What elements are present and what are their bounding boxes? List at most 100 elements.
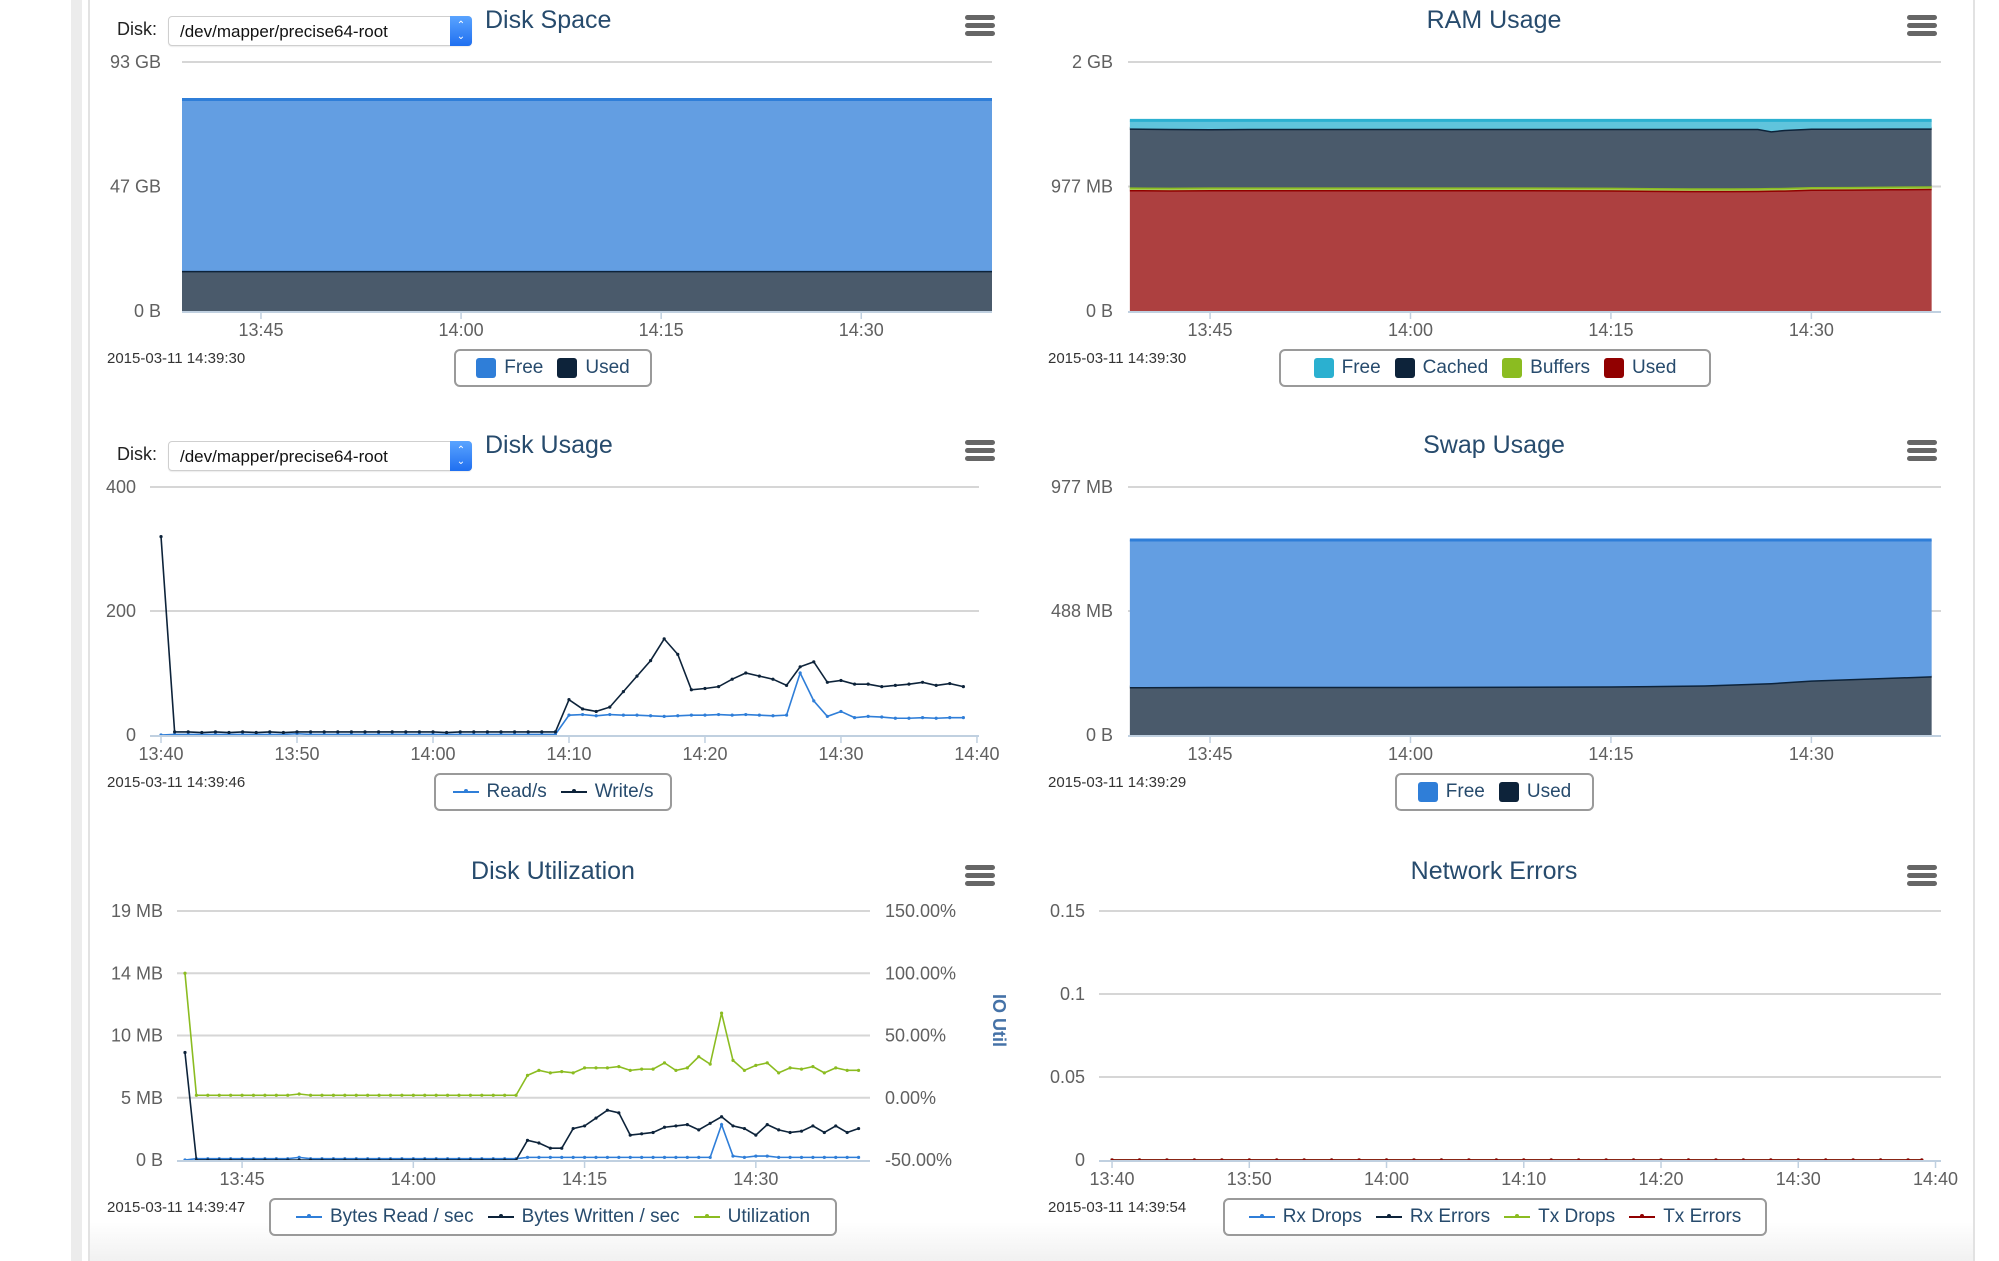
point-read-s[interactable] <box>839 709 843 714</box>
point-bytes-read-sec[interactable] <box>708 1155 712 1159</box>
disk-usage-menu-icon[interactable] <box>965 440 995 462</box>
point-read-s[interactable] <box>907 716 911 720</box>
point-bytes-written-sec[interactable] <box>503 1158 507 1161</box>
point-read-s[interactable] <box>241 732 245 736</box>
point-read-s[interactable] <box>893 716 897 720</box>
point-bytes-read-sec[interactable] <box>571 1155 575 1159</box>
point-utilization[interactable] <box>411 1093 415 1097</box>
point-read-s[interactable] <box>948 716 952 720</box>
point-bytes-written-sec[interactable] <box>560 1146 564 1150</box>
point-read-s[interactable] <box>377 732 381 736</box>
point-write-s[interactable] <box>744 671 748 675</box>
point-read-s[interactable] <box>880 715 884 719</box>
point-utilization[interactable] <box>856 1068 861 1072</box>
point-bytes-written-sec[interactable] <box>388 1158 393 1161</box>
point-bytes-written-sec[interactable] <box>251 1158 256 1161</box>
point-read-s[interactable] <box>920 716 925 720</box>
point-tx-errors[interactable] <box>1714 1158 1718 1161</box>
point-write-s[interactable] <box>635 674 639 678</box>
point-utilization[interactable] <box>468 1093 473 1097</box>
legend-item-cached[interactable]: Cached <box>1394 357 1488 379</box>
point-read-s[interactable] <box>567 713 571 717</box>
point-write-s[interactable] <box>812 660 816 664</box>
point-write-s[interactable] <box>322 730 326 734</box>
point-bytes-read-sec[interactable] <box>548 1155 552 1159</box>
point-bytes-read-sec[interactable] <box>799 1155 804 1159</box>
point-read-s[interactable] <box>526 732 530 736</box>
point-bytes-written-sec[interactable] <box>834 1124 838 1128</box>
point-bytes-written-sec[interactable] <box>685 1123 689 1127</box>
point-tx-errors[interactable] <box>1302 1158 1306 1161</box>
point-read-s[interactable] <box>213 732 218 736</box>
point-tx-errors[interactable] <box>1769 1158 1773 1161</box>
point-write-s[interactable] <box>512 730 517 734</box>
point-utilization[interactable] <box>251 1093 256 1097</box>
point-read-s[interactable] <box>608 712 612 717</box>
point-bytes-read-sec[interactable] <box>788 1155 792 1159</box>
legend-item-tx-errors[interactable]: Tx Errors <box>1629 1206 1741 1228</box>
point-utilization[interactable] <box>731 1058 735 1062</box>
point-tx-errors[interactable] <box>1522 1158 1526 1161</box>
point-utilization[interactable] <box>754 1063 758 1067</box>
disk-space-disk-select[interactable]: /dev/mapper/precise64-root ⌃ ⌄ <box>168 16 472 46</box>
point-tx-errors[interactable] <box>1192 1158 1196 1161</box>
point-utilization[interactable] <box>674 1068 678 1072</box>
point-utilization[interactable] <box>697 1055 701 1059</box>
point-read-s[interactable] <box>676 714 680 718</box>
point-write-s[interactable] <box>417 730 421 734</box>
legend-item-buffers[interactable]: Buffers <box>1502 357 1590 379</box>
point-bytes-read-sec[interactable] <box>856 1155 861 1159</box>
point-tx-errors[interactable] <box>1824 1158 1828 1161</box>
point-read-s[interactable] <box>540 732 544 736</box>
point-tx-errors[interactable] <box>1796 1158 1800 1161</box>
point-read-s[interactable] <box>621 713 625 717</box>
point-bytes-written-sec[interactable] <box>183 1050 187 1055</box>
point-bytes-read-sec[interactable] <box>765 1154 769 1158</box>
point-read-s[interactable] <box>268 732 272 736</box>
point-bytes-read-sec[interactable] <box>777 1155 781 1159</box>
legend-item-used[interactable]: Used <box>1604 357 1676 379</box>
point-utilization[interactable] <box>605 1066 610 1070</box>
point-write-s[interactable] <box>580 707 585 711</box>
legend-item-free[interactable]: Free <box>1417 781 1485 803</box>
point-utilization[interactable] <box>503 1093 507 1097</box>
point-write-s[interactable] <box>703 686 707 691</box>
point-bytes-read-sec[interactable] <box>674 1155 678 1159</box>
point-bytes-written-sec[interactable] <box>856 1126 861 1131</box>
point-bytes-written-sec[interactable] <box>217 1158 221 1161</box>
point-tx-errors[interactable] <box>1330 1158 1334 1161</box>
point-bytes-written-sec[interactable] <box>400 1158 404 1161</box>
point-utilization[interactable] <box>708 1062 712 1066</box>
point-write-s[interactable] <box>553 730 557 734</box>
point-write-s[interactable] <box>213 730 218 734</box>
point-tx-errors[interactable] <box>1549 1158 1553 1161</box>
point-utilization[interactable] <box>617 1065 621 1069</box>
point-tx-errors[interactable] <box>1906 1158 1910 1161</box>
point-write-s[interactable] <box>390 730 394 734</box>
point-tx-errors[interactable] <box>1275 1158 1279 1161</box>
point-utilization[interactable] <box>377 1093 381 1097</box>
point-tx-errors[interactable] <box>1631 1158 1636 1161</box>
legend-item-free[interactable]: Free <box>1313 357 1381 379</box>
point-utilization[interactable] <box>719 1011 724 1015</box>
point-tx-errors[interactable] <box>1879 1158 1883 1161</box>
disk-usage-disk-select[interactable]: /dev/mapper/precise64-root ⌃ ⌄ <box>168 441 472 471</box>
point-read-s[interactable] <box>961 716 965 720</box>
point-read-s[interactable] <box>458 732 462 736</box>
point-write-s[interactable] <box>349 730 354 734</box>
point-bytes-written-sec[interactable] <box>651 1130 655 1135</box>
point-tx-errors[interactable] <box>1412 1158 1416 1161</box>
point-bytes-read-sec[interactable] <box>754 1154 758 1158</box>
ram-usage-menu-icon[interactable] <box>1907 15 1937 37</box>
point-write-s[interactable] <box>295 730 299 734</box>
point-read-s[interactable] <box>336 732 340 736</box>
point-bytes-read-sec[interactable] <box>685 1155 689 1159</box>
point-bytes-written-sec[interactable] <box>343 1158 347 1161</box>
point-read-s[interactable] <box>648 714 653 718</box>
point-bytes-read-sec[interactable] <box>605 1155 610 1159</box>
point-write-s[interactable] <box>880 685 884 689</box>
point-utilization[interactable] <box>571 1071 575 1075</box>
point-read-s[interactable] <box>866 714 870 719</box>
point-tx-errors[interactable] <box>1247 1158 1251 1161</box>
legend-item-bytes-written-sec[interactable]: Bytes Written / sec <box>487 1206 680 1228</box>
